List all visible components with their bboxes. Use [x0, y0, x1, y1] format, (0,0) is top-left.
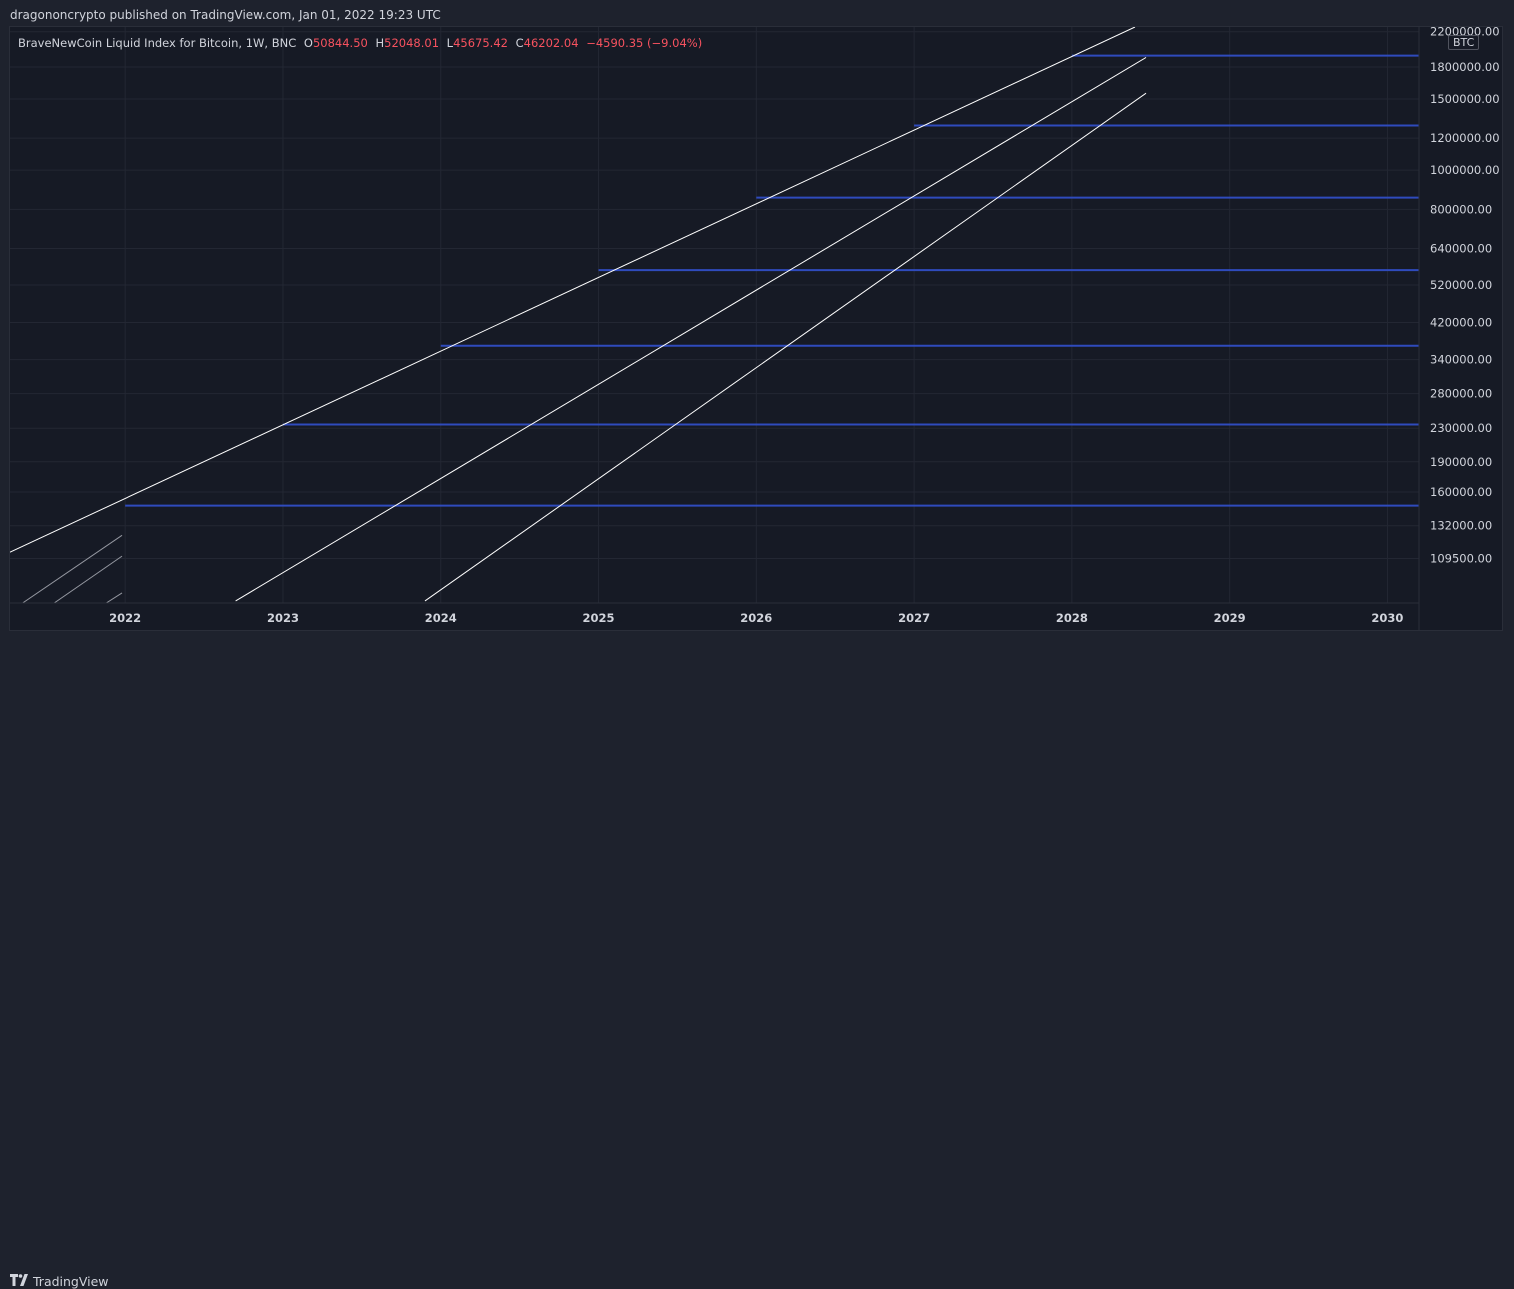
trend-lines [10, 27, 1147, 603]
x-tick-label-5: 2027 [898, 611, 930, 625]
currency-tag[interactable]: BTC [1448, 35, 1480, 50]
open-value: 50844.50 [312, 36, 368, 50]
price-chart[interactable]: 2200000.00 1800000.00 1500000.00 1200000.00… [0, 0, 1514, 666]
footer: TradingView [0, 632, 1514, 1289]
y-tick-label-12: 190000.00 [1430, 455, 1492, 469]
tradingview-logo-icon [10, 1274, 28, 1286]
trend-line-2[interactable] [424, 92, 1147, 602]
x-tick-label-0: 2022 [109, 611, 141, 625]
x-tick-label-2: 2024 [425, 611, 457, 625]
symbol-legend: BraveNewCoin Liquid Index for Bitcoin, 1… [18, 36, 702, 50]
y-tick-label-5: 800000.00 [1430, 202, 1492, 216]
trend-line-3[interactable] [22, 534, 123, 603]
x-tick-label-8: 2030 [1371, 611, 1403, 625]
y-tick-label-9: 340000.00 [1430, 353, 1492, 367]
x-tick-label-6: 2028 [1056, 611, 1088, 625]
y-tick-label-15: 109500.00 [1430, 552, 1492, 566]
grid-lines [10, 27, 1419, 603]
publisher-line: dragononcrypto published on TradingView.… [10, 8, 441, 22]
publisher-bar: dragononcrypto published on TradingView.… [0, 0, 1514, 30]
y-tick-label-13: 160000.00 [1430, 485, 1492, 499]
x-tick-label-7: 2029 [1214, 611, 1246, 625]
x-tick-label-4: 2026 [740, 611, 772, 625]
trend-line-1[interactable] [235, 57, 1147, 602]
open-label: O [303, 36, 313, 50]
y-tick-label-7: 520000.00 [1430, 278, 1492, 292]
y-tick-label-1: 1800000.00 [1430, 60, 1500, 74]
x-tick-label-3: 2025 [583, 611, 615, 625]
y-tick-label-0: 2200000.00 [1430, 25, 1500, 39]
trend-line-4[interactable] [53, 555, 123, 603]
trend-line-0[interactable] [10, 27, 1136, 553]
close-value: 46202.04 [523, 36, 579, 50]
y-tick-label-11: 230000.00 [1430, 421, 1492, 435]
low-value: 45675.42 [453, 36, 508, 50]
close-label: C [515, 36, 524, 50]
y-tick-label-2: 1500000.00 [1430, 92, 1500, 106]
y-tick-label-3: 1200000.00 [1430, 131, 1500, 145]
y-tick-label-14: 132000.00 [1430, 519, 1492, 533]
horizontal-levels [125, 54, 1419, 507]
trend-line-5[interactable] [105, 592, 123, 603]
high-value: 52048.01 [384, 36, 440, 50]
y-tick-label-10: 280000.00 [1430, 387, 1492, 401]
x-tick-label-1: 2023 [267, 611, 299, 625]
y-tick-label-6: 640000.00 [1430, 242, 1492, 256]
low-label: L [446, 36, 454, 50]
change-value: −4590.35 (−9.04%) [586, 36, 703, 50]
symbol-name: BraveNewCoin Liquid Index for Bitcoin, 1… [18, 36, 297, 50]
y-tick-label-8: 420000.00 [1430, 315, 1492, 329]
axes: 2200000.00 1800000.00 1500000.00 1200000.00… [10, 25, 1500, 630]
high-label: H [375, 36, 385, 50]
tradingview-brand: TradingView [33, 1274, 109, 1289]
y-tick-label-4: 1000000.00 [1430, 163, 1500, 177]
